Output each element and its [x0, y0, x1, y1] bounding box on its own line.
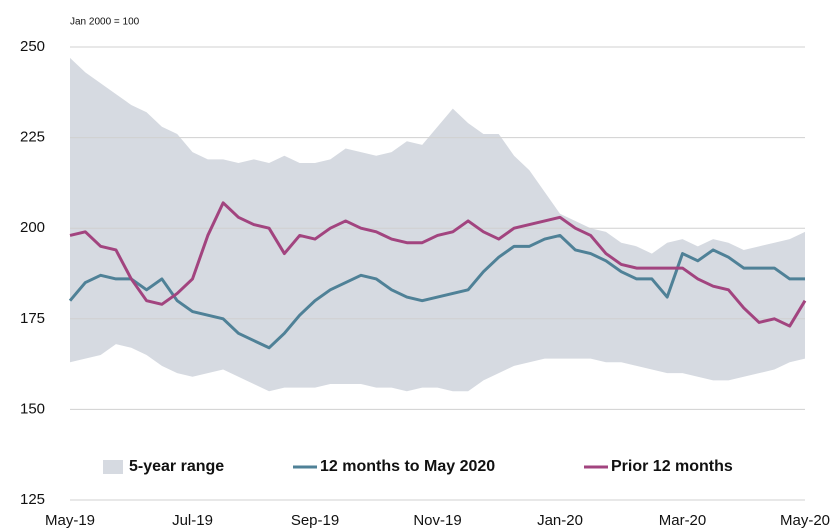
y-tick-label: 200	[20, 219, 45, 236]
legend-swatch	[103, 460, 123, 474]
y-tick-label: 125	[20, 491, 45, 508]
y-tick-label: 175	[20, 310, 45, 327]
x-tick-label: Nov-19	[413, 512, 461, 529]
range-area	[70, 57, 805, 392]
x-tick-label: Mar-20	[659, 512, 707, 529]
legend-label: 5-year range	[129, 458, 224, 475]
series-line	[68, 233, 805, 350]
y-tick-label: 225	[20, 129, 45, 146]
x-tick-label: May-20	[780, 512, 830, 529]
x-tick-label: Sep-19	[291, 512, 339, 529]
y-tick-label: 250	[20, 38, 45, 55]
legend-label: Prior 12 months	[611, 458, 733, 475]
x-tick-label: May-19	[45, 512, 95, 529]
chart-subtitle: Jan 2000 = 100	[70, 17, 140, 28]
x-tick-label: Jul-19	[172, 512, 213, 529]
x-tick-label: Jan-20	[537, 512, 583, 529]
y-tick-label: 150	[20, 400, 45, 417]
series-line	[69, 201, 807, 328]
legend-label: 12 months to May 2020	[320, 458, 495, 475]
